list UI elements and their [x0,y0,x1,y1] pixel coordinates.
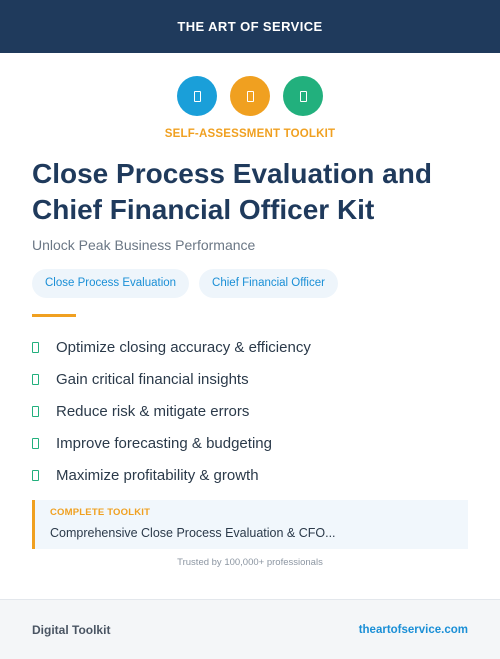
website-link[interactable]: theartofservice.com [358,623,468,636]
document-icon [177,76,217,116]
title-line-1: Close Process Evaluation and [32,158,432,189]
benefit-text: Gain critical financial insights [56,370,249,388]
subtitle: Unlock Peak Business Performance [32,237,256,253]
benefit-item: Maximize profitability & growth [32,459,311,491]
brand-name: THE ART OF SERVICE [177,19,323,34]
benefit-text: Optimize closing accuracy & efficiency [56,338,311,356]
benefit-item: Optimize closing accuracy & efficiency [32,331,311,363]
tag-close-process-evaluation: Close Process Evaluation [32,269,190,298]
eyebrow-label: SELF-ASSESSMENT TOOLKIT [164,128,336,140]
check-icon [32,373,39,385]
tag-list: Close Process Evaluation Chief Financial… [32,269,338,298]
toolkit-callout: COMPLETE TOOLKIT Comprehensive Close Pro… [32,500,468,549]
title-line-2: Chief Financial Officer Kit [32,194,375,225]
page-title: Close Process Evaluation and Chief Finan… [32,156,472,228]
benefit-text: Maximize profitability & growth [56,466,259,484]
benefit-item: Reduce risk & mitigate errors [32,395,311,427]
tag-chief-financial-officer: Chief Financial Officer [199,269,338,298]
check-icon [32,437,39,449]
check-icon [32,405,39,417]
callout-value: Comprehensive Close Process Evaluation &… [50,526,336,540]
accent-divider [32,314,76,317]
footer-bar: Digital Toolkit theartofservice.com [0,599,500,659]
check-icon [32,341,39,353]
document-icon [230,76,270,116]
document-icon [283,76,323,116]
footer-label: Digital Toolkit [32,622,111,637]
trust-note: Trusted by 100,000+ professionals [177,557,323,568]
benefit-item: Gain critical financial insights [32,363,311,395]
benefit-list: Optimize closing accuracy & efficiency G… [32,331,311,491]
callout-label: COMPLETE TOOLKIT [50,507,151,518]
header-bar: THE ART OF SERVICE [0,0,500,53]
benefit-text: Improve forecasting & budgeting [56,434,272,452]
benefit-item: Improve forecasting & budgeting [32,427,311,459]
benefit-text: Reduce risk & mitigate errors [56,402,250,420]
check-icon [32,469,39,481]
icon-row [0,76,500,116]
